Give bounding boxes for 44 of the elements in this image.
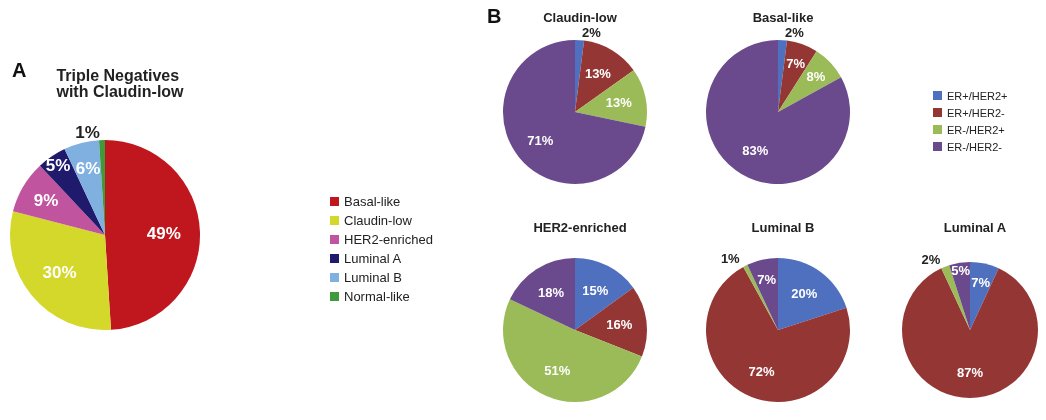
- data-label: 16%: [606, 316, 633, 332]
- data-label: 7%: [757, 271, 777, 287]
- data-label: 71%: [527, 132, 554, 148]
- data-label: 20%: [791, 286, 818, 302]
- chart-title: Claudin-low: [543, 10, 618, 25]
- data-label: 1%: [75, 122, 100, 142]
- legend-label: Basal-like: [344, 194, 401, 209]
- data-label: 72%: [748, 364, 776, 380]
- data-label: 7%: [786, 55, 806, 71]
- data-label: 7%: [971, 274, 991, 290]
- legend-label: Claudin-low: [344, 213, 413, 228]
- legend-label: Luminal A: [344, 251, 402, 266]
- data-label: 5%: [951, 263, 971, 279]
- data-label: 1%: [720, 251, 741, 267]
- chart-title: Basal-like: [752, 10, 814, 25]
- legend-label: ER-/HER2+: [947, 123, 1005, 136]
- data-label: 5%: [45, 156, 71, 176]
- data-label: 2%: [582, 24, 602, 40]
- chart-title: Triple Negatives with Claudin-low: [55, 66, 185, 100]
- data-label: 87%: [956, 364, 984, 380]
- text: A: [12, 59, 27, 81]
- data-label: 30%: [42, 263, 77, 283]
- data-label: 8%: [806, 69, 826, 85]
- data-label: 6%: [75, 159, 101, 179]
- legend-label: Luminal B: [344, 270, 402, 285]
- legend-label: HER2-enriched: [344, 232, 433, 247]
- data-label: 15%: [582, 282, 609, 298]
- text: B: [487, 5, 502, 27]
- data-label: 49%: [146, 223, 181, 243]
- data-label: 18%: [538, 284, 565, 300]
- data-label: 83%: [742, 142, 769, 158]
- chart-title: Luminal B: [751, 220, 815, 235]
- data-label: 2%: [921, 251, 941, 267]
- data-label: 13%: [584, 66, 612, 82]
- legend-label: ER+/HER2+: [947, 89, 1008, 102]
- data-label: 51%: [544, 363, 571, 379]
- legend-label: Normal-like: [344, 289, 410, 304]
- legend-label: ER-/HER2-: [947, 140, 1003, 153]
- data-label: 2%: [785, 24, 805, 40]
- legend-label: ER+/HER2-: [947, 106, 1006, 119]
- chart-title: Luminal A: [943, 220, 1007, 235]
- data-label: 9%: [33, 190, 59, 210]
- chart-title: HER2-enriched: [533, 220, 627, 235]
- data-label: 13%: [605, 95, 633, 111]
